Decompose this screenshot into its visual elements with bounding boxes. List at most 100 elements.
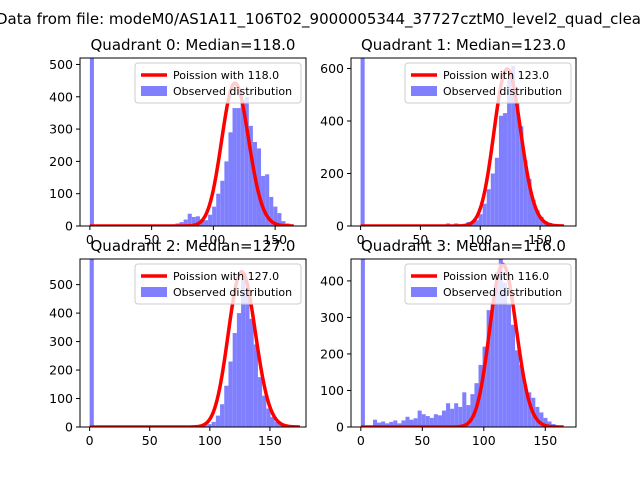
histogram-bar [208,214,213,226]
histogram-bar [232,108,237,226]
y-tick-label: 300 [49,334,73,349]
histogram-bar [248,125,253,226]
y-tick-label: 200 [49,154,73,169]
y-tick-label: 300 [49,122,73,137]
histogram-bar [224,161,229,226]
y-tick-label: 0 [65,219,73,234]
y-tick-label: 100 [49,186,73,201]
legend-hist-label: Observed distribution [173,85,292,98]
y-tick-label: 400 [320,114,344,129]
legend-box [404,263,572,305]
histogram-bar [547,421,552,427]
histogram-bar [249,318,254,427]
legend-hist-swatch [411,86,437,96]
histogram-bar [274,421,279,427]
histogram-bar [277,213,282,226]
histogram-bar [535,210,540,226]
histogram-bar [490,302,495,427]
x-tick-label: 50 [144,232,160,247]
x-tick-label: 150 [263,232,287,247]
y-tick-label: 100 [320,383,344,398]
histogram-bar [89,58,94,226]
y-tick-label: 200 [49,363,73,378]
legend-hist-label: Observed distribution [173,286,292,299]
histogram-bar [224,385,229,427]
histogram-bar [228,361,233,427]
histogram-bar [498,259,503,427]
histogram-bar [409,419,414,427]
histogram-bar [232,333,237,427]
histogram-bar [433,414,438,427]
histogram-bar [543,417,548,427]
y-tick-label: 100 [49,391,73,406]
histogram-bar [425,416,430,427]
legend-hist-label: Observed distribution [443,85,562,98]
x-tick-label: 0 [357,232,365,247]
histogram-bar [360,259,365,427]
poisson-curve [360,262,565,427]
histogram-bar [523,160,528,226]
histogram-bar [486,189,491,226]
histogram-bar [539,412,544,427]
histogram-bar [269,196,274,226]
histogram-bar [393,420,398,427]
poisson-curve [89,81,295,226]
histogram-bar [179,222,184,226]
legend-hist-label: Observed distribution [443,286,562,299]
legend-poisson-label: Poission with 123.0 [443,69,549,82]
histogram-bar [450,408,455,427]
histogram-bar [389,421,394,427]
histogram-bar [437,415,442,427]
x-tick-label: 100 [198,433,222,448]
legend-poisson-label: Poission with 127.0 [173,270,279,283]
histogram-bar [397,423,402,427]
histogram-bar [523,385,528,427]
legend-hist-swatch [411,287,437,297]
y-tick-label: 400 [49,89,73,104]
x-tick-label: 50 [412,232,428,247]
legend-poisson-label: Poission with 116.0 [443,270,549,283]
histogram-bar [360,58,365,226]
subplot-quadrant-2: 0 50 100 150 0 100 200 300 400 500 Poission with 1… [49,237,307,448]
histogram-bar [203,220,209,226]
histogram-bar [502,113,508,226]
y-tick-label: 200 [320,166,344,181]
histogram-bar [446,403,451,427]
x-tick-label: 0 [357,433,365,448]
legend-hist-swatch [141,86,167,96]
legend-hist-swatch [141,287,167,297]
x-tick-label: 0 [86,433,94,448]
histogram-bar [89,259,94,427]
histogram-bar [429,417,434,427]
histogram-bar [462,392,467,427]
legend: Poission with 116.0 Observed distribution [404,263,572,305]
histogram-bar [490,173,495,226]
histogram-bar [478,214,483,226]
x-tick-label: 150 [258,433,282,448]
histogram-bar [241,278,246,427]
legend-box [134,263,302,305]
histogram-bar [486,310,491,427]
subplot-title: Quadrant 2: Median=127.0 [91,237,296,255]
histogram-bar [183,219,188,226]
histogram-bar [207,424,212,427]
histogram-bar [474,220,479,226]
histogram-bar [498,115,503,226]
histogram-bar [527,392,532,427]
histogram-bar [454,403,459,427]
histogram-bar [470,394,475,427]
y-tick-label: 600 [320,61,344,76]
histogram-bar [216,193,221,226]
y-tick-label: 0 [65,420,73,435]
y-tick-label: 0 [336,420,344,435]
histogram-bar [212,206,217,226]
histogram-bar [527,178,532,226]
histogram-bar [220,180,225,226]
histogram-bar [466,405,471,427]
histogram-bar [421,414,426,427]
y-tick-label: 300 [320,310,344,325]
y-tick-label: 200 [320,346,344,361]
histogram-bar [261,175,266,226]
histogram-bar [381,421,386,427]
